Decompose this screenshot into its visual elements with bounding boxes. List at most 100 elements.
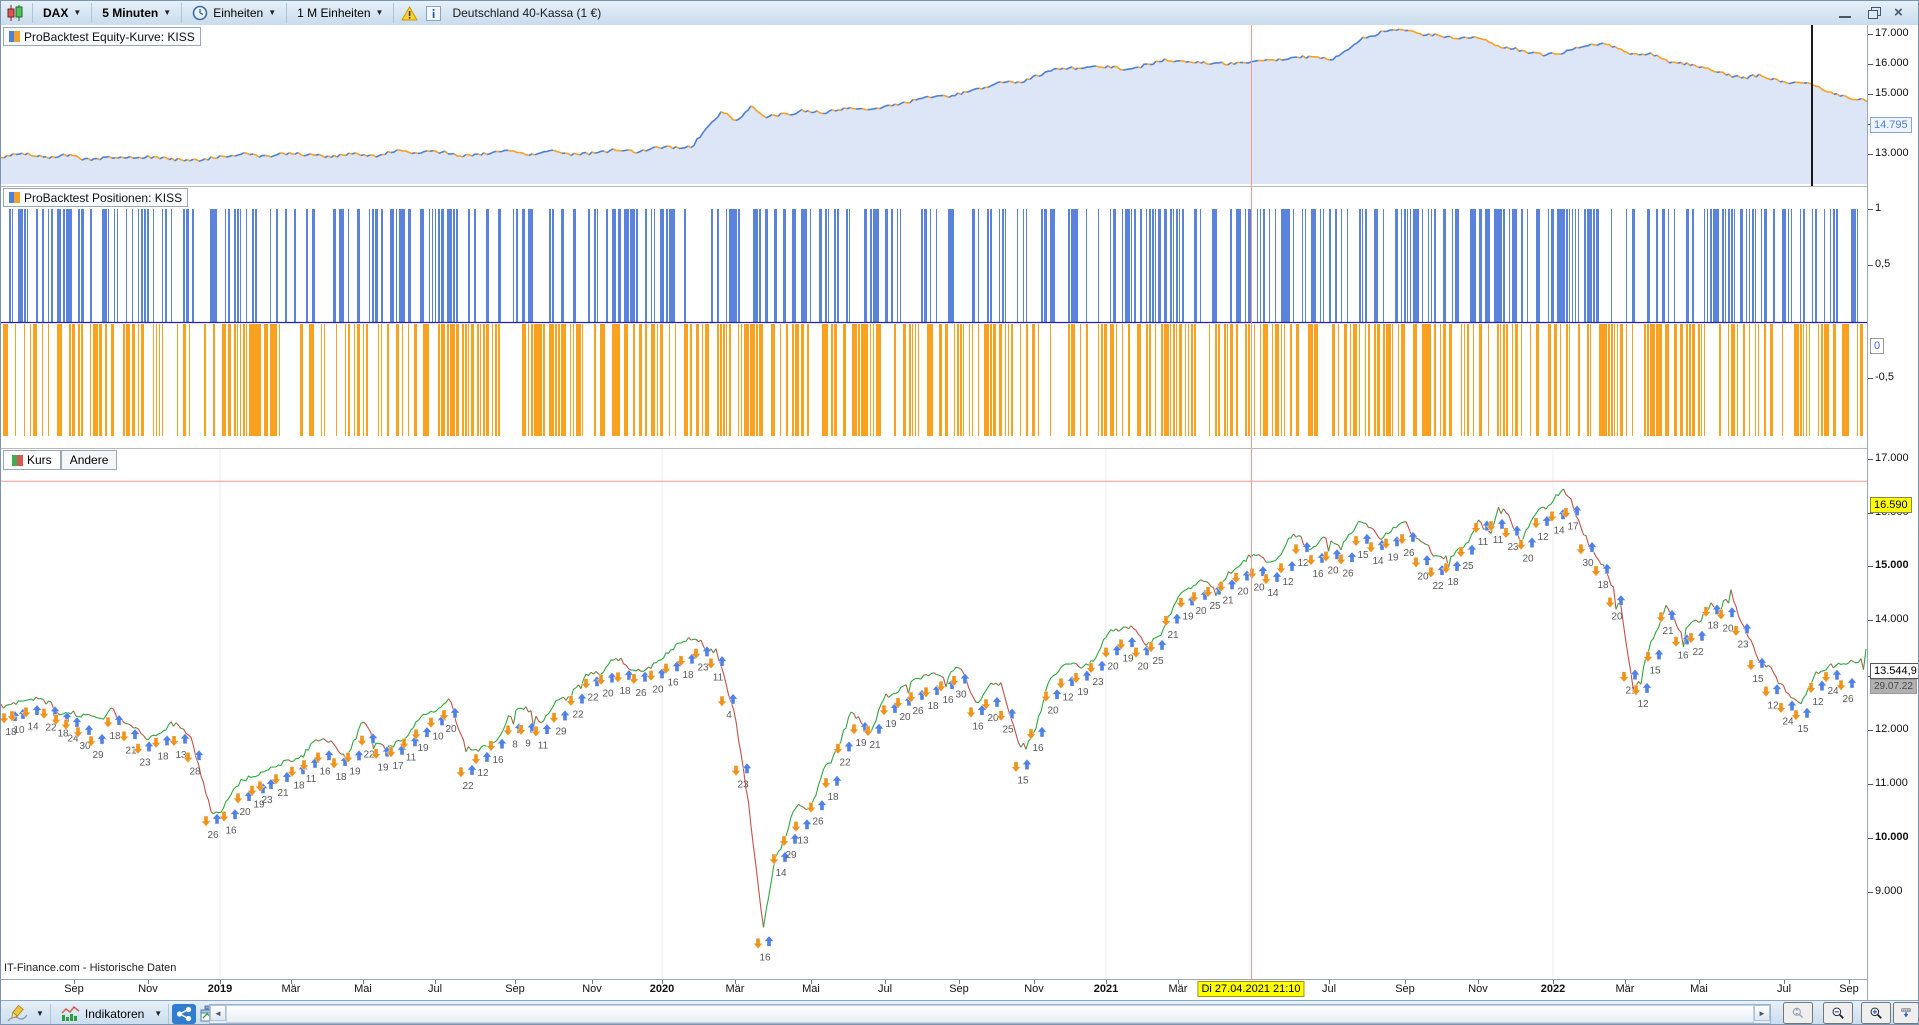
trade-marker: 20 bbox=[1410, 554, 1433, 582]
trade-day-label: 12 bbox=[1767, 700, 1779, 711]
scroll-left-arrow[interactable]: ◄ bbox=[210, 1005, 226, 1021]
axis-options-button[interactable] bbox=[1893, 1002, 1918, 1024]
trade-marker: 21 bbox=[1655, 609, 1678, 637]
toolbar-separator bbox=[49, 1003, 51, 1024]
sell-arrow-icon bbox=[832, 743, 844, 755]
axis-tick bbox=[1868, 378, 1873, 379]
time-label: Mai bbox=[1690, 983, 1708, 995]
sell-arrow-icon bbox=[1642, 651, 1654, 663]
trade-day-label: 30 bbox=[79, 741, 91, 752]
sell-arrow-icon bbox=[1055, 678, 1067, 689]
buy-arrow-icon bbox=[873, 723, 885, 735]
axis-label: 15.000 bbox=[1875, 559, 1909, 571]
axis-tick bbox=[1868, 209, 1873, 210]
units-count-dropdown[interactable]: 1 M Einheiten ▼ bbox=[290, 2, 390, 24]
buy-arrow-icon bbox=[353, 749, 365, 761]
trade-marker: 26 bbox=[1335, 551, 1358, 579]
positions-panel-label[interactable]: ProBacktest Positionen: KISS bbox=[3, 188, 189, 207]
candlestick-app-icon bbox=[1, 2, 29, 24]
sell-arrow-icon bbox=[892, 697, 904, 709]
trade-day-label: 20 bbox=[1417, 571, 1429, 582]
sell-arrow-icon bbox=[965, 707, 977, 718]
units-mode-dropdown[interactable]: Einheiten ▼ bbox=[185, 2, 283, 24]
trade-day-label: 23 bbox=[737, 780, 749, 791]
trade-day-label: 10 bbox=[432, 732, 444, 743]
trade-marker: 18 bbox=[612, 669, 635, 697]
indicators-dropdown[interactable]: ▼ bbox=[151, 1003, 165, 1025]
trade-marker: 22 bbox=[832, 740, 855, 769]
sell-arrow-icon bbox=[1618, 671, 1630, 683]
price-chart[interactable]: 18 10 14 22 18 24 30 29 18 21 23 18 13 28 26 16 20 19 23 21… bbox=[1, 448, 1867, 979]
sell-arrow-icon bbox=[1335, 554, 1347, 566]
bottom-toolbar: ▼ Indikatoren ▼ bbox=[1, 1000, 1918, 1025]
trade-day-label: 26 bbox=[1842, 694, 1854, 705]
sell-arrow-icon bbox=[905, 691, 917, 703]
symbol-dropdown[interactable]: DAX ▼ bbox=[36, 2, 88, 24]
time-axis[interactable]: Di 27.04.2021 21:10 Sep Nov 2019 Mär Mai Jul S… bbox=[1, 979, 1867, 1001]
indicators-button[interactable]: Indikatoren bbox=[54, 1003, 151, 1025]
panel-divider[interactable] bbox=[1, 186, 1918, 187]
tab-andere[interactable]: Andere bbox=[60, 450, 118, 470]
trade-marker: 13 bbox=[790, 818, 813, 846]
zoom-fit-button[interactable] bbox=[1783, 1002, 1813, 1024]
trade-day-label: 19 bbox=[253, 800, 265, 811]
restore-button[interactable] bbox=[1866, 6, 1881, 20]
drawing-tools-button[interactable] bbox=[1, 1003, 33, 1025]
trade-marker: 21 bbox=[118, 728, 141, 756]
sell-arrow-icon bbox=[515, 724, 527, 736]
equity-panel-label[interactable]: ProBacktest Equity-Kurve: KISS bbox=[3, 27, 201, 46]
trade-marker: 24 bbox=[1775, 700, 1798, 728]
horizontal-scrollbar[interactable]: ◄ ► bbox=[209, 1004, 1771, 1024]
info-icon[interactable] bbox=[422, 2, 445, 24]
trade-marker: 23 bbox=[132, 740, 155, 769]
sell-arrow-icon bbox=[168, 735, 180, 747]
axis-tick bbox=[1868, 94, 1873, 95]
trade-marker: 16 bbox=[965, 704, 988, 732]
buy-arrow-icon bbox=[1096, 660, 1108, 672]
trade-day-label: 19 bbox=[417, 743, 429, 754]
positions-panel-title: ProBacktest Positionen: KISS bbox=[24, 190, 183, 205]
sell-arrow-icon bbox=[356, 735, 368, 747]
trade-day-label: 20 bbox=[1107, 661, 1119, 672]
chevron-down-icon: ▼ bbox=[163, 8, 172, 17]
tab-kurs[interactable]: Kurs bbox=[3, 450, 61, 470]
warning-icon[interactable] bbox=[397, 2, 422, 24]
drawing-tools-dropdown[interactable]: ▼ bbox=[33, 1003, 47, 1025]
zoom-in-button[interactable] bbox=[1861, 1002, 1891, 1024]
timeframe-dropdown[interactable]: 5 Minuten ▼ bbox=[95, 2, 178, 24]
positions-chart[interactable] bbox=[1, 186, 1867, 448]
price-axis-column[interactable]: 14.795 0 16.590 13.544,9 29.07.22 17.000… bbox=[1867, 25, 1918, 1000]
equity-chart[interactable] bbox=[1, 25, 1867, 186]
sell-arrow-icon bbox=[1500, 527, 1512, 539]
panel-divider[interactable] bbox=[1, 448, 1918, 449]
trade-day-label: 16 bbox=[1032, 743, 1044, 754]
sell-arrow-icon bbox=[1100, 647, 1112, 659]
link-charts-button[interactable] bbox=[172, 1003, 197, 1024]
sell-arrow-icon bbox=[485, 740, 497, 752]
zoom-out-button[interactable] bbox=[1823, 1002, 1853, 1024]
trade-marker: 23 bbox=[1730, 622, 1753, 651]
sell-arrow-icon bbox=[1655, 611, 1667, 623]
minimize-button[interactable] bbox=[1838, 6, 1852, 20]
trade-day-label: 10 bbox=[13, 725, 25, 736]
close-button[interactable]: × bbox=[1894, 5, 1908, 20]
time-label: Jul bbox=[427, 983, 443, 995]
scrollbar-thumb[interactable] bbox=[226, 1005, 1754, 1023]
buy-arrow-icon bbox=[1511, 525, 1523, 537]
trade-marker: 29 bbox=[85, 733, 108, 761]
sell-arrow-icon bbox=[1715, 609, 1727, 621]
scroll-right-arrow[interactable]: ► bbox=[1754, 1005, 1770, 1021]
trade-day-label: 18 bbox=[682, 670, 694, 681]
buy-arrow-icon bbox=[113, 714, 125, 726]
trade-day-label: 23 bbox=[697, 663, 709, 674]
trade-day-label: 20 bbox=[1327, 565, 1339, 576]
buy-arrow-icon bbox=[1006, 707, 1018, 719]
sell-arrow-icon bbox=[730, 765, 742, 777]
buy-arrow-icon bbox=[1786, 700, 1798, 711]
trade-marker: 12 bbox=[1275, 560, 1298, 588]
time-label: Mai bbox=[354, 983, 372, 995]
buy-arrow-icon bbox=[496, 738, 508, 749]
trade-marker: 21 bbox=[862, 723, 885, 751]
sell-arrow-icon bbox=[645, 670, 657, 682]
buy-arrow-icon bbox=[466, 764, 478, 776]
